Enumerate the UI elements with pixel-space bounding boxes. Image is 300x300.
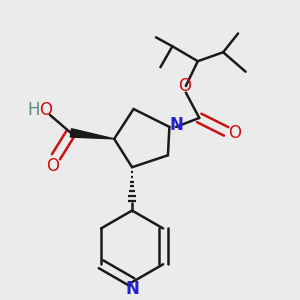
Text: O: O — [228, 124, 241, 142]
Polygon shape — [70, 129, 114, 139]
Text: H: H — [27, 101, 40, 119]
Text: N: N — [169, 116, 183, 134]
Text: O: O — [46, 157, 59, 175]
Text: N: N — [125, 280, 139, 298]
Text: O: O — [178, 77, 191, 95]
Text: O: O — [39, 101, 52, 119]
